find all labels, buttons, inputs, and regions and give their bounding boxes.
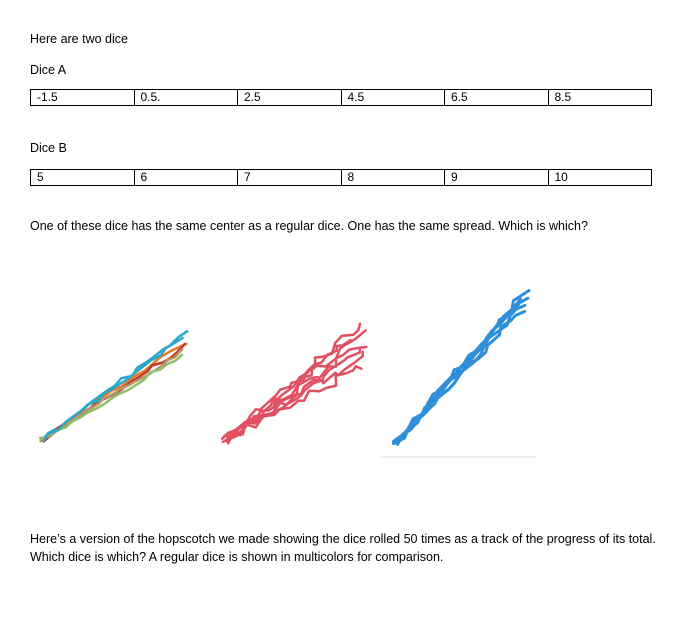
dice-b-face: 7 xyxy=(238,170,342,185)
regular-dice-track xyxy=(39,353,184,441)
dice-a-face: 4.5 xyxy=(342,90,445,105)
blue-dice-track xyxy=(392,303,527,443)
blue-dice-tracks xyxy=(392,289,531,446)
regular-dice-tracks xyxy=(39,330,189,443)
dice-a-face: 8.5 xyxy=(554,90,572,104)
question-text: One of these dice has the same center as… xyxy=(30,219,588,233)
red-dice-track xyxy=(224,350,364,442)
dice-b-label: Dice B xyxy=(30,141,67,155)
dice-a-face: 0.5. xyxy=(135,90,238,105)
dice-a-face: 2.5 xyxy=(238,90,342,105)
dice-a-face: -1.5 xyxy=(31,90,135,105)
regular-dice-track xyxy=(42,336,184,443)
red-dice-tracks xyxy=(221,322,368,445)
red-dice-track xyxy=(226,364,363,445)
blue-dice-track xyxy=(396,310,527,446)
dice-b-face: 8 xyxy=(342,170,445,185)
dice-b-face: 10 xyxy=(554,170,568,184)
red-dice-track xyxy=(223,322,362,439)
dice-a-face: 6.5 xyxy=(445,90,549,105)
caption-text: Here’s a version of the hopscotch we mad… xyxy=(30,532,656,564)
dice-a-table: -1.5 0.5. 2.5 4.5 6.5 8.5 xyxy=(30,89,652,106)
red-dice-track xyxy=(228,338,352,437)
intro-text: Here are two dice xyxy=(30,32,128,46)
dice-a-label: Dice A xyxy=(30,63,67,77)
dice-b-face: 5 xyxy=(31,170,135,185)
dice-b-face: 6 xyxy=(135,170,238,185)
dice-b-face: 9 xyxy=(445,170,549,185)
dice-b-table: 5 6 7 8 9 10 xyxy=(30,169,652,186)
blue-dice-track xyxy=(392,297,522,444)
